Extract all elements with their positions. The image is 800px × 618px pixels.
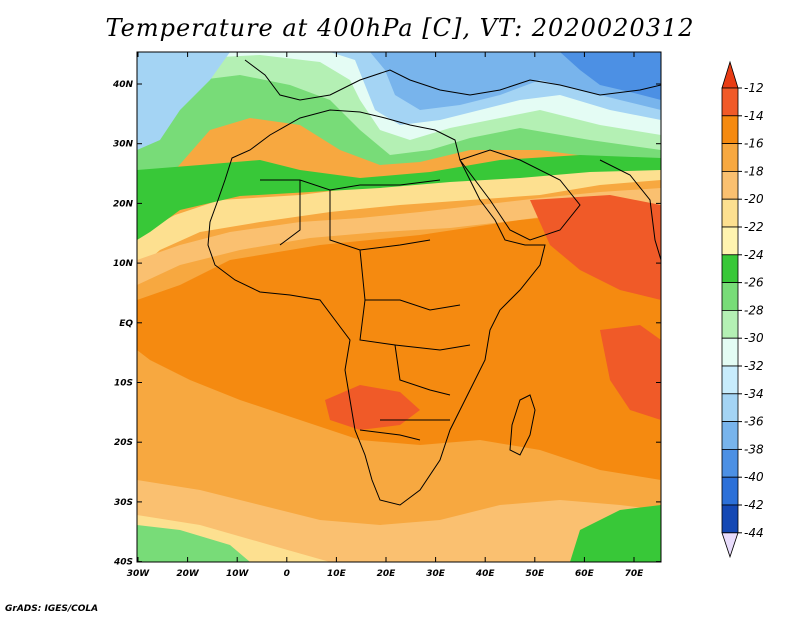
mediterranean-coastline [244,59,661,101]
lat-tick-label: 40N [112,80,134,90]
colorbar-swatch [721,476,739,506]
arabia-coastline [459,149,581,241]
longitude-axis: 30W 20W 10W 0 10E 20E 30E 40E 50E 60E 70E [127,52,644,579]
lat-tick-label: 20S [114,438,133,448]
field-band-minus32-west [137,52,230,150]
lat-tick-label: 40S [113,558,133,568]
colorbar-label: -30 [744,331,764,345]
lat-tick-label: 30S [114,498,133,508]
colorbar-swatch [721,226,739,256]
colorbar-swatch [721,337,739,367]
colorbar-swatch [721,365,739,395]
colorbar-label: -18 [744,164,764,178]
lon-tick-label: 50E [525,569,545,579]
colorbar-label: -14 [744,109,764,123]
colorbar-label: -42 [744,498,764,512]
latitude-axis: 40N 30N 20N 10N EQ 10S 20S 30S 40S [112,80,661,568]
lon-tick-label: 20E [377,569,397,579]
field-band-minus18-south [137,480,661,562]
colorbar-label: -12 [744,81,764,95]
lat-tick-label: EQ [119,319,133,329]
africa-coastline [207,109,546,506]
lon-tick-label: 10E [327,569,347,579]
lon-tick-label: 0 [284,569,290,579]
colorbar-label: -36 [744,415,764,429]
field-band-minus12-indian-ocean [600,325,661,420]
field-band-minus18 [137,188,661,285]
field-band-minus38 [560,52,661,100]
colorbar-label: -22 [744,220,764,234]
colorbar-label: -32 [744,359,764,373]
colorbar-label: -20 [744,192,764,206]
colorbar-swatch [721,393,739,422]
field-band-minus20 [137,165,661,270]
field-band-minus12-southern-africa [325,385,420,430]
india-coastline [599,159,661,261]
colorbar-label: -38 [744,442,764,456]
lon-tick-label: 20W [176,569,200,579]
colorbar-swatch [721,309,739,339]
colorbar-swatch [721,198,739,228]
colorbar-swatch [721,87,739,117]
field-band-minus12-arabian [530,195,661,300]
colorbar-label: -44 [744,526,764,540]
colorbar-top-arrow [721,60,739,89]
lon-tick-label: 60E [575,569,595,579]
colorbar-label: -26 [744,276,764,290]
lon-tick-label: 30E [426,569,446,579]
colorbar-swatch [721,421,739,450]
colorbar-swatch [721,170,739,200]
map-frame [136,51,662,563]
colorbar-label: -16 [744,137,764,151]
madagascar-coastline [509,394,536,456]
lat-tick-label: 10S [114,379,133,389]
chart-title: Temperature at 400hPa [C], VT: 202002031… [105,14,695,42]
country-borders [260,179,471,441]
lon-tick-label: 30W [127,569,151,579]
credit-label: GrADS: IGES/COLA [5,604,99,614]
colorbar-swatch [721,115,739,145]
colorbar-swatch [721,448,739,478]
colorbar-label: -24 [744,248,764,262]
colorbar-label: -40 [744,470,764,484]
coastlines [207,59,661,506]
lat-tick-label: 20N [113,199,134,209]
colorbar-swatch [721,143,739,172]
colorbar-swatch [721,282,739,311]
lon-tick-label: 40E [475,569,496,579]
colorbar: -12 -14 -16 -18 -20 -22 -24 -26 -28 -30 -32 -34 -36 -… [721,60,764,559]
lat-tick-label: 10N [113,259,134,269]
colorbar-bottom-arrow [721,532,739,559]
field-band-minus24-southeast [570,505,661,562]
colorbar-swatch [721,254,739,284]
colorbar-label: -34 [744,387,764,401]
field-band-minus24-northern [137,155,661,240]
temperature-field [137,52,661,562]
lon-tick-label: 10W [226,569,250,579]
colorbar-label: -28 [744,303,764,317]
colorbar-swatch [721,504,739,534]
lon-tick-label: 70E [625,569,645,579]
lat-tick-label: 30N [113,140,134,150]
field-band-minus26-southwest [137,525,250,562]
